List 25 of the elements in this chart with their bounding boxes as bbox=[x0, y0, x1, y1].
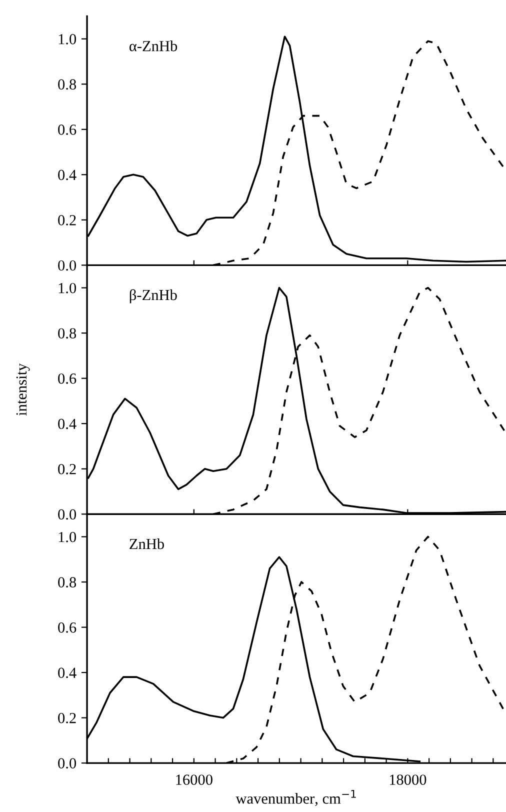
y-axis-title: intensity bbox=[16, 363, 30, 416]
y-tick-label: 0.2 bbox=[58, 215, 76, 226]
y-tick-label: 0.8 bbox=[58, 328, 76, 339]
y-tick-label: 0.0 bbox=[58, 509, 76, 520]
y-tick-label: 0.2 bbox=[58, 712, 76, 724]
y-tick-label: 0.2 bbox=[58, 464, 76, 474]
y-tick-label: 1.0 bbox=[58, 532, 76, 542]
y-tick-label: 1.0 bbox=[58, 34, 76, 44]
annotation: α-ZnHb bbox=[130, 40, 178, 52]
y-tick-label: 0.6 bbox=[58, 373, 76, 384]
y-tick-label: 0.0 bbox=[58, 260, 76, 271]
y-tick-label: 1.0 bbox=[58, 282, 76, 294]
y-tick-label: 0.4 bbox=[58, 668, 76, 678]
y-tick-label: 0.4 bbox=[58, 418, 76, 430]
y-tick-label: 0.8 bbox=[58, 577, 76, 588]
x-tick-label: 18000 bbox=[390, 774, 426, 785]
y-tick-label: 0.0 bbox=[58, 758, 76, 769]
annotation: ZnHb bbox=[130, 538, 164, 550]
annotation: β-ZnHb bbox=[130, 289, 177, 304]
y-tick-label: 0.6 bbox=[58, 124, 76, 135]
y-tick-label: 0.4 bbox=[58, 170, 76, 180]
y-tick-label: 0.6 bbox=[58, 622, 76, 633]
x-axis-title: wavenumber, cm$^{−1}$ bbox=[236, 790, 356, 806]
y-tick-label: 0.8 bbox=[58, 79, 76, 90]
x-tick-label: 16000 bbox=[176, 774, 212, 785]
